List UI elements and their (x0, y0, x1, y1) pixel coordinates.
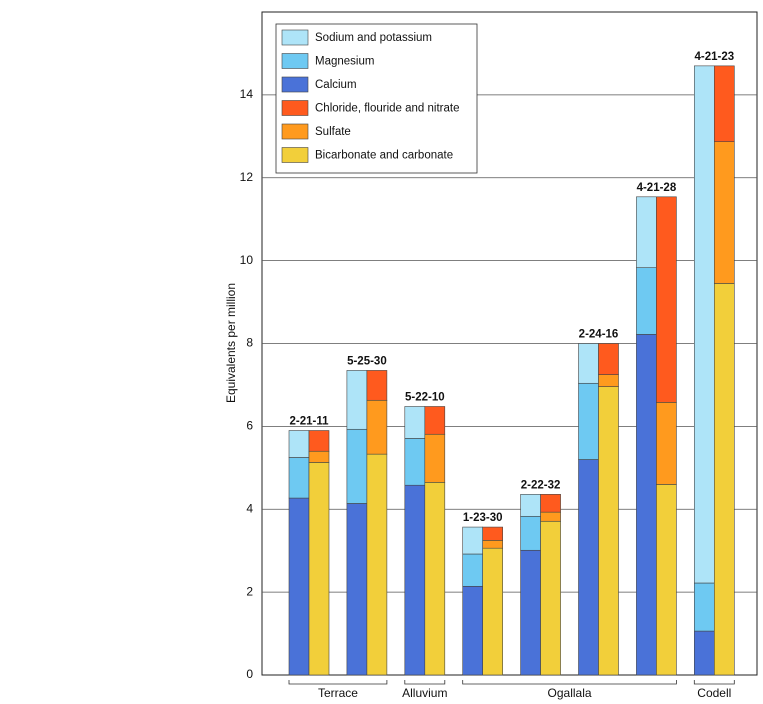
legend-label: Sulfate (315, 126, 351, 138)
bar-segment (636, 196, 657, 268)
bar-segment (713, 141, 735, 284)
well-label: 5-25-30 (347, 355, 387, 367)
bar-segment (578, 343, 599, 384)
y-tick-label: 4 (246, 501, 253, 515)
legend-label: Chloride, flouride and nitrate (315, 103, 459, 115)
bar-segment (308, 462, 330, 676)
well-label: 2-21-11 (289, 416, 329, 428)
bar-segment (404, 484, 426, 676)
bar-segment (656, 484, 677, 676)
bar-segment (598, 343, 619, 375)
legend-swatch (281, 147, 309, 163)
bar-segment (462, 553, 484, 587)
bar-segment (656, 196, 677, 403)
bar-segment (462, 586, 484, 676)
y-tick-label: 10 (240, 253, 254, 267)
bar-segment (713, 65, 735, 142)
bar-segment (693, 65, 715, 584)
well-label: 5-22-10 (405, 392, 445, 404)
bar-segment (598, 374, 619, 387)
y-tick-label: 2 (246, 584, 253, 598)
legend-label: Calcium (315, 79, 357, 91)
group-bracket (462, 680, 677, 685)
bar-segment (482, 547, 504, 676)
bar-segment (540, 494, 561, 513)
legend-label: Magnesium (315, 56, 374, 68)
bar-segment (578, 459, 599, 676)
bar-segment (366, 399, 388, 455)
bar-segment (520, 549, 541, 676)
group-bracket (693, 680, 735, 685)
bar-segment (693, 582, 715, 632)
bar-segment (540, 520, 561, 676)
bar-segment (308, 450, 330, 463)
bar-segment (424, 433, 446, 483)
bar-segment (636, 334, 657, 676)
bar-segment (366, 453, 388, 676)
bar-segment (713, 283, 735, 676)
bar-segment (404, 406, 426, 439)
well-label: 2-22-32 (521, 479, 561, 491)
bar-segment (288, 497, 310, 676)
well-label: 4-21-23 (694, 51, 734, 63)
legend-swatch (281, 53, 309, 69)
group-label: Codell (697, 686, 731, 700)
bar-segment (424, 482, 446, 676)
group-label: Terrace (318, 686, 358, 700)
y-tick-label: 8 (246, 336, 253, 350)
group-label: Alluvium (402, 686, 447, 700)
legend-swatch (281, 123, 309, 140)
bar-segment (346, 370, 368, 430)
bar-segment (308, 430, 330, 452)
legend-swatch (281, 76, 309, 93)
well-label: 2-24-16 (579, 329, 619, 341)
bar-segment (424, 406, 446, 435)
legend-box (275, 23, 478, 174)
bar-segment (520, 515, 541, 551)
bar-segment (346, 503, 368, 676)
bar-segment (482, 526, 504, 541)
bar-segment (366, 370, 388, 401)
well-label: 4-21-28 (637, 182, 677, 194)
legend-swatch (281, 29, 309, 46)
y-tick-label: 0 (246, 667, 253, 681)
y-axis-label: Equivalents per million (224, 283, 238, 403)
bar-segment (462, 526, 484, 555)
legend-label: Sodium and potassium (315, 32, 432, 44)
bar-segment (404, 438, 426, 486)
group-bracket (404, 680, 446, 685)
well-label: 1-23-30 (463, 512, 503, 524)
legend-label: Bicarbonate and carbonate (315, 150, 453, 162)
legend-swatch (281, 100, 309, 116)
bar-segment (636, 267, 657, 335)
y-tick-label: 12 (240, 170, 254, 184)
bar-segment (598, 386, 619, 676)
y-tick-label: 14 (240, 87, 254, 101)
bar-segment (346, 428, 368, 504)
bar-segment (540, 511, 561, 522)
group-bracket (288, 680, 388, 685)
bar-segment (693, 630, 715, 676)
bar-segment (288, 430, 310, 458)
bar-segment (520, 494, 541, 517)
group-label: Ogallala (548, 686, 592, 700)
bar-segment (656, 402, 677, 485)
bar-segment (578, 382, 599, 460)
bar-segment (288, 457, 310, 499)
bar-segment (482, 540, 504, 549)
y-tick-label: 6 (246, 419, 253, 433)
